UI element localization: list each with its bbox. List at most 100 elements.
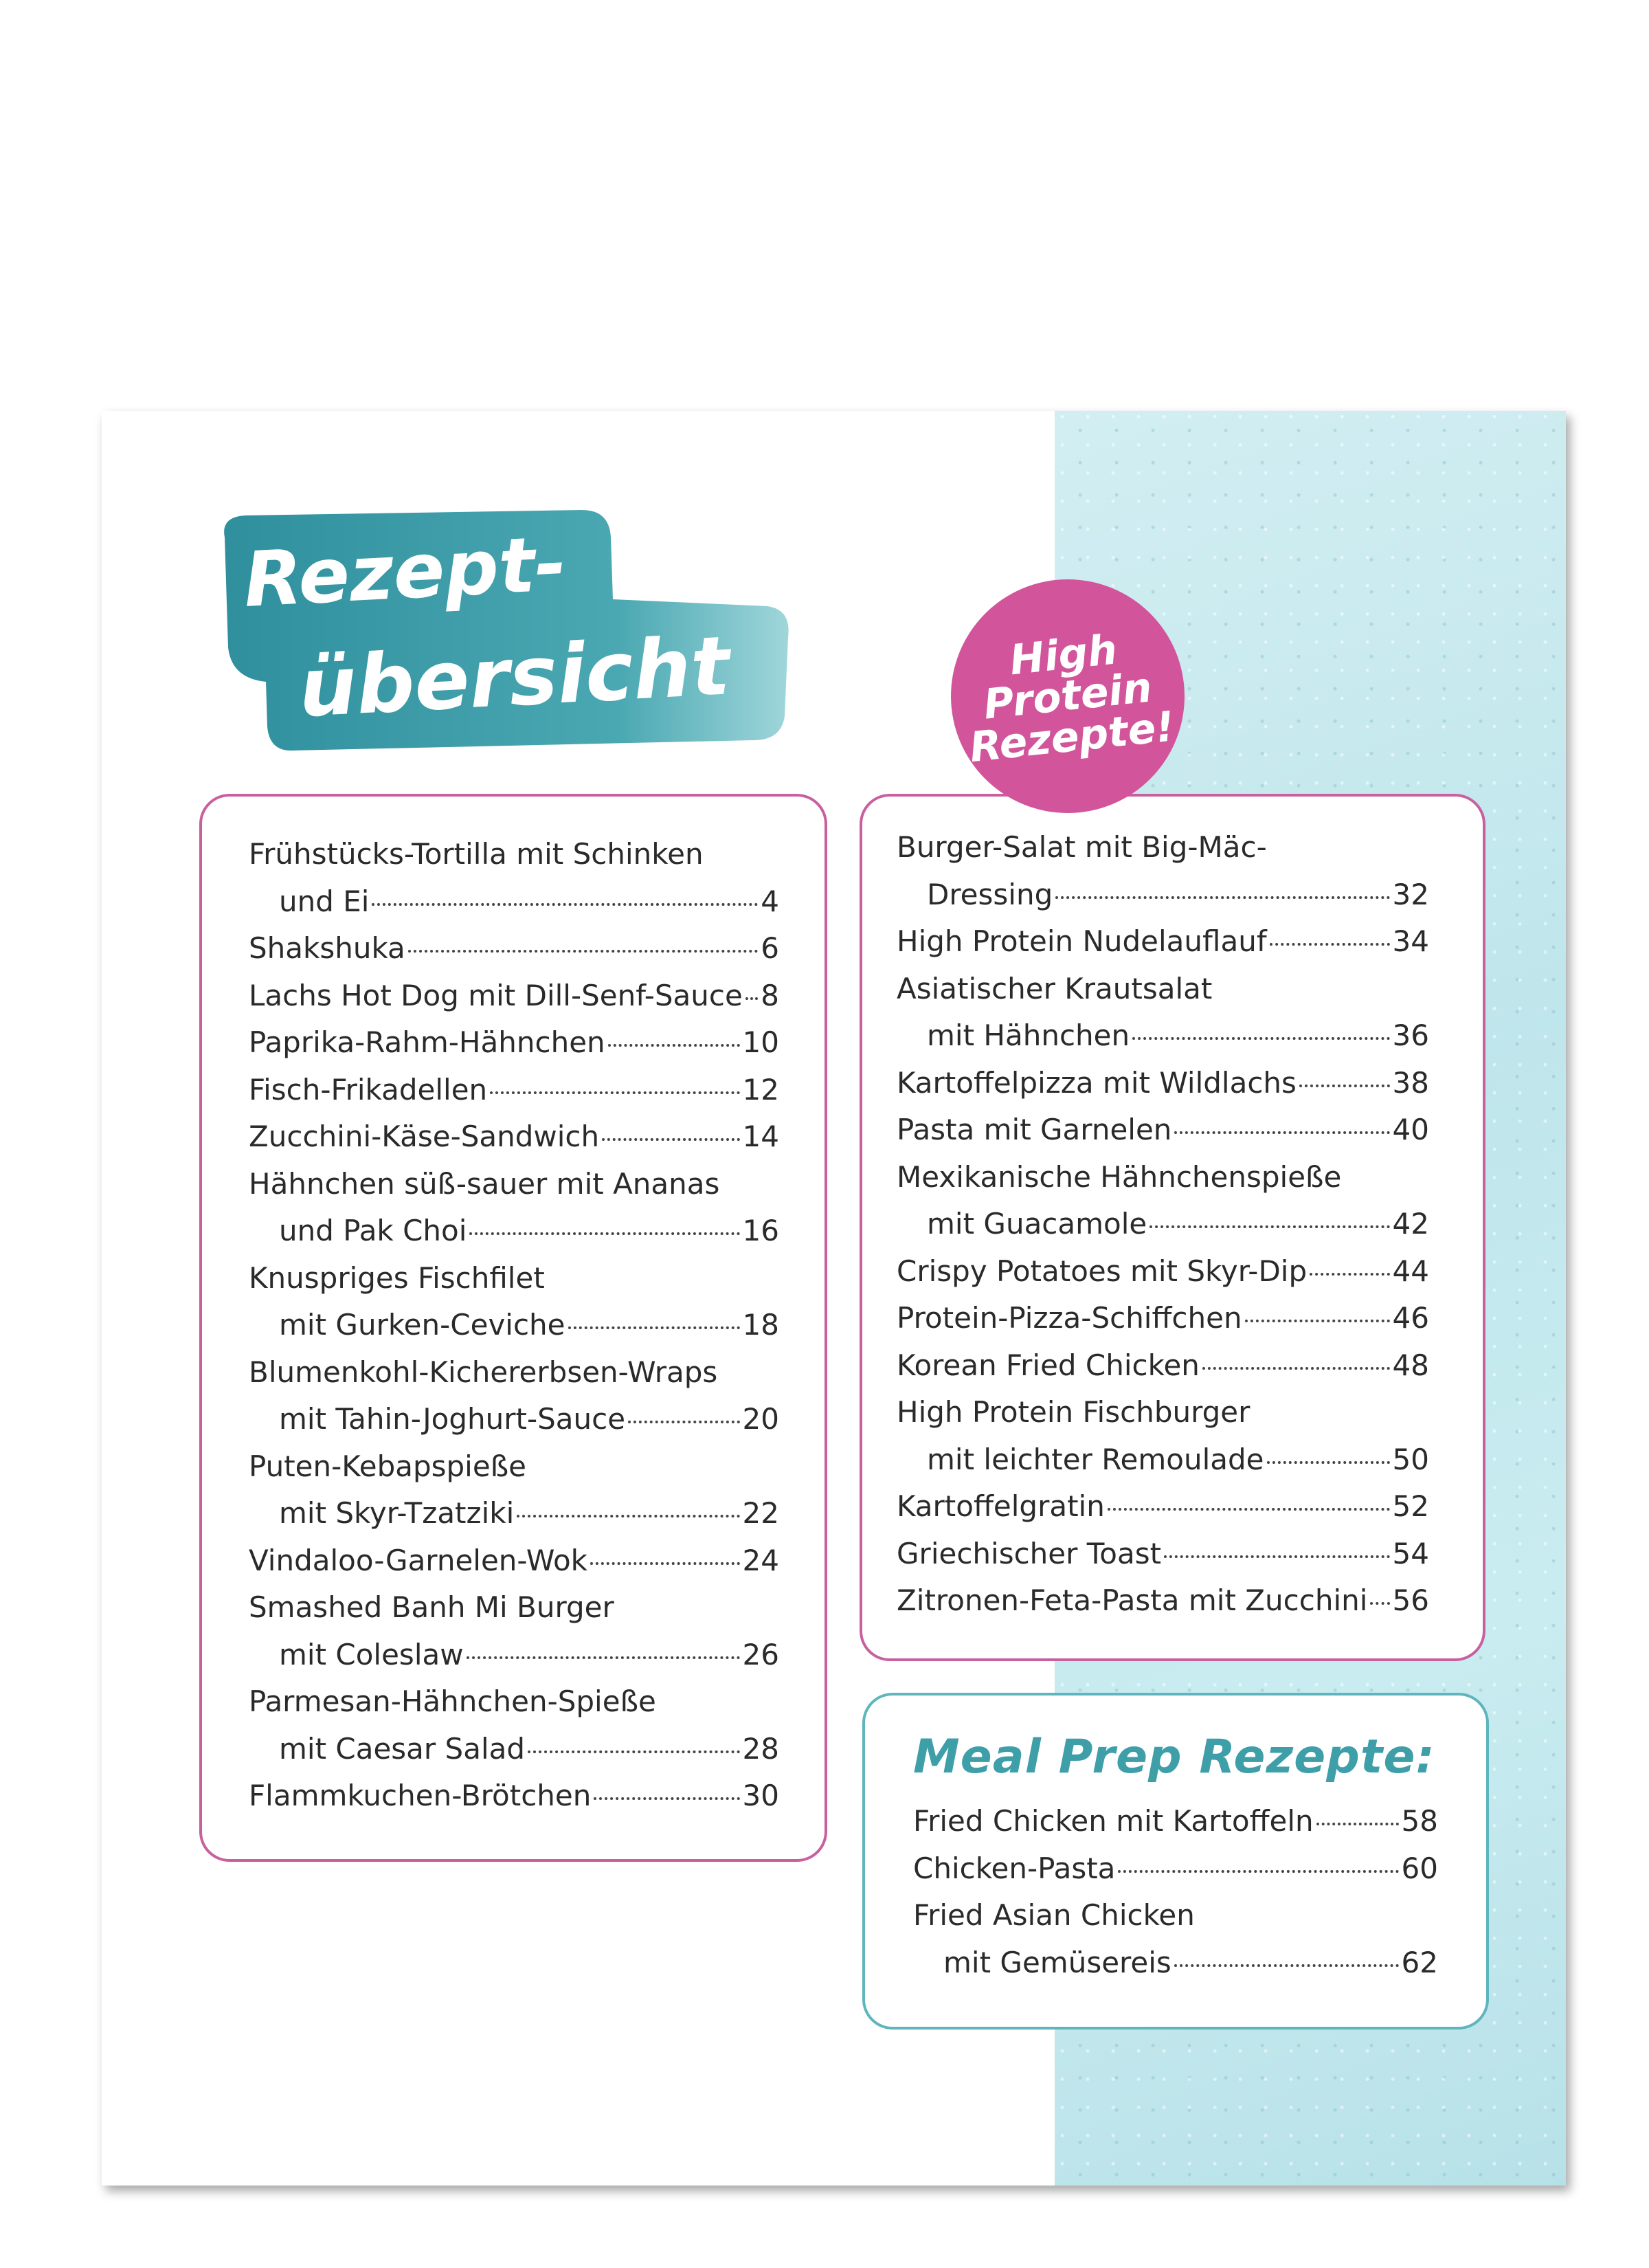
toc-entry: Protein-Pizza-Schiffchen 46 xyxy=(897,1295,1429,1342)
entry-title: Fried Chicken mit Kartoffeln xyxy=(913,1804,1314,1838)
dot-leader xyxy=(1244,1320,1390,1322)
page-number: 52 xyxy=(1392,1489,1429,1523)
recipe-list-left: Frühstücks-Tortilla mit Schinken und Ei 4 S… xyxy=(199,794,827,1862)
toc-entry: High Protein Fischburger xyxy=(897,1389,1429,1436)
page-number: 20 xyxy=(742,1402,779,1436)
entry-title: mit Coleslaw xyxy=(279,1637,464,1671)
toc-entry: High Protein Nudelauflauf 34 xyxy=(897,918,1429,966)
page-number: 4 xyxy=(761,884,779,918)
toc-entry: Zitronen-Feta-Pasta mit Zucchini 56 xyxy=(897,1577,1429,1625)
entry-title: Korean Fried Chicken xyxy=(897,1348,1200,1382)
dot-leader xyxy=(469,1232,740,1235)
entry-title: mit Gemüsereis xyxy=(943,1945,1171,1979)
page-number: 30 xyxy=(742,1779,779,1812)
dot-leader xyxy=(372,902,759,906)
page-number: 38 xyxy=(1392,1065,1429,1100)
page-number: 8 xyxy=(761,978,779,1012)
entry-title: Zitronen-Feta-Pasta mit Zucchini xyxy=(897,1583,1368,1617)
toc-entry: Pasta mit Garnelen 40 xyxy=(897,1107,1429,1154)
dot-leader xyxy=(1164,1555,1390,1558)
page-number: 32 xyxy=(1392,877,1429,911)
dot-leader xyxy=(528,1750,740,1753)
entry-title: Parmesan-Hähnchen-Spieße xyxy=(249,1685,656,1718)
dot-leader xyxy=(1174,1964,1399,1967)
toc-entry: Hähnchen süß-sauer mit Ananas xyxy=(249,1161,779,1208)
title-line1: Rezept- xyxy=(242,520,568,624)
dot-leader xyxy=(607,1044,740,1047)
toc-entry: mit Gemüsereis 62 xyxy=(913,1939,1438,1987)
page-number: 60 xyxy=(1401,1851,1438,1885)
entry-title: Lachs Hot Dog mit Dill-Senf-Sauce xyxy=(249,978,743,1012)
entry-title: Flammkuchen-Brötchen xyxy=(249,1779,592,1812)
toc-entry: Griechischer Toast 54 xyxy=(897,1531,1429,1578)
entry-title: Crispy Potatoes mit Skyr-Dip xyxy=(897,1254,1308,1288)
entry-title: Pasta mit Garnelen xyxy=(897,1113,1172,1146)
entry-title: High Protein Fischburger xyxy=(897,1395,1250,1429)
page-number: 26 xyxy=(742,1637,779,1671)
toc-entry: mit Hähnchen 36 xyxy=(897,1012,1429,1060)
dot-leader xyxy=(568,1326,740,1329)
entry-title: High Protein Nudelauflauf xyxy=(897,924,1267,958)
entry-title: Blumenkohl-Kichererbsen-Wraps xyxy=(249,1355,718,1389)
toc-entry: Korean Fried Chicken 48 xyxy=(897,1342,1429,1390)
toc-entry: mit Skyr-Tzatziki 22 xyxy=(249,1490,779,1537)
page-number: 34 xyxy=(1392,924,1429,958)
toc-entry: mit Tahin-Joghurt-Sauce 20 xyxy=(249,1396,779,1443)
toc-entry: Fried Asian Chicken xyxy=(913,1892,1438,1939)
dot-leader xyxy=(1370,1602,1390,1605)
entry-title: Griechischer Toast xyxy=(897,1536,1162,1570)
page-number: 50 xyxy=(1392,1442,1429,1476)
toc-entry: Knuspriges Fischfilet xyxy=(249,1255,779,1302)
page-number: 24 xyxy=(742,1543,779,1577)
toc-entry: Zucchini-Käse-Sandwich 14 xyxy=(249,1113,779,1161)
toc-entry: Smashed Banh Mi Burger xyxy=(249,1584,779,1632)
entry-title: mit leichter Remoulade xyxy=(927,1442,1264,1476)
entry-title: mit Guacamole xyxy=(927,1207,1147,1241)
entry-title: Burger-Salat mit Big-Mäc- xyxy=(897,830,1267,864)
book-page: Rezept- übersicht Frühstücks-Tortilla mi… xyxy=(102,411,1566,2186)
page-number: 62 xyxy=(1401,1945,1438,1979)
dot-leader xyxy=(1149,1225,1390,1228)
dot-leader xyxy=(628,1421,740,1423)
page-number: 42 xyxy=(1392,1207,1429,1241)
dot-leader xyxy=(1107,1508,1390,1511)
toc-entry: Burger-Salat mit Big-Mäc- xyxy=(897,824,1429,871)
entry-title: mit Tahin-Joghurt-Sauce xyxy=(279,1402,626,1436)
dot-leader xyxy=(490,1091,740,1094)
toc-entry: mit leichter Remoulade 50 xyxy=(897,1436,1429,1484)
page-number: 56 xyxy=(1392,1583,1429,1617)
title-line2: übersicht xyxy=(296,618,735,735)
page-number: 22 xyxy=(742,1496,779,1530)
entry-title: Protein-Pizza-Schiffchen xyxy=(897,1301,1242,1335)
page-number: 54 xyxy=(1392,1536,1429,1570)
toc-entry: Paprika-Rahm-Hähnchen 10 xyxy=(249,1019,779,1067)
dot-leader xyxy=(745,997,759,1000)
entry-title: und Ei xyxy=(279,884,370,918)
dot-leader xyxy=(1118,1869,1399,1873)
entry-title: Kartoffelgratin xyxy=(897,1489,1105,1523)
entry-title: mit Hähnchen xyxy=(927,1019,1130,1052)
toc-entry: Vindaloo-Garnelen-Wok 24 xyxy=(249,1537,779,1585)
toc-entry: Kartoffelpizza mit Wildlachs 38 xyxy=(897,1060,1429,1107)
entry-title: Knuspriges Fischfilet xyxy=(249,1260,545,1295)
toc-entry: mit Gurken-Ceviche 18 xyxy=(249,1302,779,1349)
dot-leader xyxy=(1316,1823,1399,1825)
toc-entry: Flammkuchen-Brötchen 30 xyxy=(249,1772,779,1820)
toc-entry: mit Caesar Salad 28 xyxy=(249,1726,779,1773)
toc-entry: mit Guacamole 42 xyxy=(897,1201,1429,1248)
dot-leader xyxy=(1310,1272,1390,1276)
recipe-list-high-protein: Burger-Salat mit Big-Mäc- Dressing 32 High … xyxy=(860,794,1485,1661)
entry-title: Kartoffelpizza mit Wildlachs xyxy=(897,1065,1297,1100)
entry-title: Frühstücks-Tortilla mit Schinken xyxy=(249,837,704,871)
entry-title: Vindaloo-Garnelen-Wok xyxy=(249,1543,587,1577)
toc-entry: und Ei 4 xyxy=(249,878,779,926)
page-number: 14 xyxy=(742,1120,779,1153)
page-number: 12 xyxy=(742,1072,779,1107)
dot-leader xyxy=(1269,943,1390,946)
entry-title: Zucchini-Käse-Sandwich xyxy=(249,1120,600,1153)
toc-entry: mit Coleslaw 26 xyxy=(249,1632,779,1679)
entry-title: Chicken-Pasta xyxy=(913,1851,1116,1885)
toc-entry: Kartoffelgratin 52 xyxy=(897,1483,1429,1531)
entry-title: mit Skyr-Tzatziki xyxy=(279,1496,515,1530)
entry-title: und Pak Choi xyxy=(279,1214,467,1247)
